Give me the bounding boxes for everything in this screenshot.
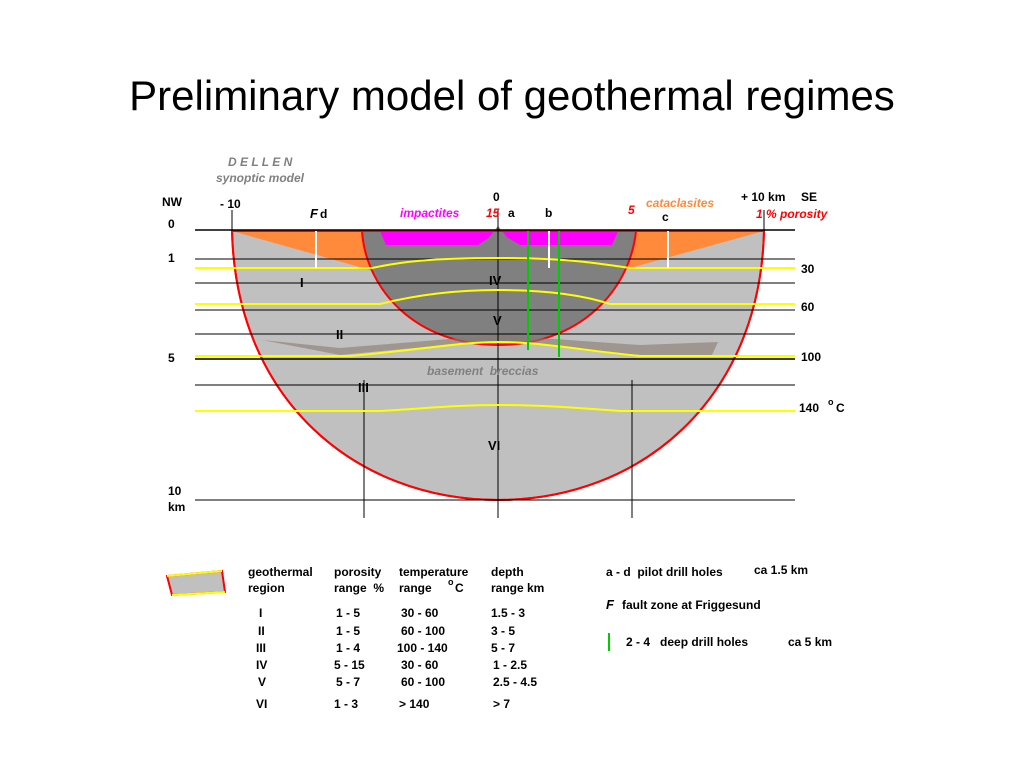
legend-row-3-porosity: 1 - 4 <box>336 641 360 655</box>
legend-notes: a - d pilot drill holes ca 1.5 km F faul… <box>606 563 832 651</box>
legend-headers: geothermal region porosity range % tempe… <box>248 565 544 595</box>
legend-table: I 1 - 5 30 - 60 1.5 - 3 II 1 - 5 60 - 10… <box>256 606 537 711</box>
deep-drill-holes <box>527 231 560 357</box>
legend-row-3-region: III <box>256 641 266 655</box>
note-fault-zone: fault zone at Friggesund <box>622 598 761 612</box>
legend-row-4-depth: 1 - 2.5 <box>493 658 527 672</box>
legend-row-5-porosity: 5 - 7 <box>336 675 360 689</box>
direction-nw: NW <box>162 195 183 209</box>
legend-row-6-region: VI <box>256 697 267 711</box>
legend-header-temperature-2: range <box>399 581 438 595</box>
legend-row-2-porosity: 1 - 5 <box>336 624 360 638</box>
legend-temp-unit: C <box>455 581 464 595</box>
impactites-label: impactites <box>400 206 460 220</box>
region-label-i: I <box>300 275 304 290</box>
note-pilot-depth: ca 1.5 km <box>754 563 808 577</box>
drill-hole-a-label: a <box>508 206 515 220</box>
legend-row-2-region: II <box>258 624 265 638</box>
depth-tick-5: 5 <box>168 351 175 365</box>
note-fault-letter: F <box>606 597 615 612</box>
pilot-drill-holes <box>315 231 669 268</box>
isotherm-140 <box>195 403 795 412</box>
legend-row-1-region: I <box>259 606 262 620</box>
basement-breccia-layer <box>262 335 718 355</box>
legend-row-1-temperature: 30 - 60 <box>401 606 439 620</box>
depth-tick-0: 0 <box>168 217 175 231</box>
legend-row-4-porosity: 5 - 15 <box>334 658 365 672</box>
fault-zone-label: F <box>310 206 319 221</box>
isotherm-unit: C <box>836 401 845 415</box>
note-deep-depth: ca 5 km <box>788 635 832 649</box>
legend-row-5-depth: 2.5 - 4.5 <box>493 675 537 689</box>
legend-row-4-region: IV <box>256 658 267 672</box>
region-label-iii: III <box>358 380 369 395</box>
legend-row-3-temperature: 100 - 140 <box>397 641 448 655</box>
isotherm-lines <box>195 256 795 412</box>
drill-hole-c-label: c <box>662 210 669 224</box>
porosity-5-label: 5 <box>628 203 635 217</box>
isotherm-30 <box>195 256 795 269</box>
legend-temp-unit-sup: o <box>448 577 454 587</box>
region-label-iv: IV <box>489 273 502 288</box>
legend-header-region-1: geothermal <box>248 565 313 579</box>
legend-header-porosity-2: range % <box>334 581 384 595</box>
legend-header-depth-1: depth <box>491 565 524 579</box>
note-pilot-holes: a - d pilot drill holes <box>606 565 723 579</box>
direction-se: SE <box>801 190 817 204</box>
region-label-ii: II <box>336 327 343 342</box>
isotherm-label-100: 100 <box>801 350 821 364</box>
legend-row-1-porosity: 1 - 5 <box>336 606 360 620</box>
depth-tick-1: 1 <box>168 251 175 265</box>
legend-header-porosity-1: porosity <box>334 565 382 579</box>
legend-header-temperature-1: temperature <box>399 565 469 579</box>
x-tick-minus10: - 10 <box>220 197 241 211</box>
cataclasites-label: cataclasites <box>646 196 714 210</box>
x-tick-0: 0 <box>493 190 500 204</box>
slide-title: Preliminary model of geothermal regimes <box>129 72 895 119</box>
region-label-v: V <box>493 313 502 328</box>
dellen-header: D E L L E N <box>228 155 293 169</box>
legend-row-6-temperature: > 140 <box>399 697 430 711</box>
legend-row-5-temperature: 60 - 100 <box>401 675 445 689</box>
legend-row-1-depth: 1.5 - 3 <box>491 606 525 620</box>
legend-row-3-depth: 5 - 7 <box>491 641 515 655</box>
porosity-15-label: 15 <box>486 206 500 220</box>
legend-header-depth-2: range km <box>491 581 544 595</box>
isotherm-100 <box>195 340 795 357</box>
porosity-1-label: 1 % porosity <box>756 207 829 221</box>
note-deep-holes: 2 - 4 deep drill holes <box>626 635 748 649</box>
isotherm-label-30: 30 <box>801 262 815 276</box>
region-label-vi: VI <box>488 438 500 453</box>
central-uplift <box>470 226 528 262</box>
legend-row-4-temperature: 30 - 60 <box>401 658 439 672</box>
isotherm-unit-sup: o <box>828 397 834 407</box>
x-tick-plus10: + 10 km <box>741 190 785 204</box>
legend-row-5-region: V <box>258 675 266 689</box>
depth-lines <box>195 229 795 501</box>
basement-breccias-label: basement breccias <box>427 364 539 378</box>
depth-unit-km: km <box>168 500 185 514</box>
legend-row-6-depth: > 7 <box>493 697 510 711</box>
drill-hole-d-label: d <box>320 207 327 221</box>
legend-swatch-isotherm <box>166 570 226 596</box>
legend-row-2-temperature: 60 - 100 <box>401 624 445 638</box>
legend-header-region-2: region <box>248 581 285 595</box>
isotherm-60 <box>195 288 795 305</box>
vertical-lines <box>231 210 765 518</box>
legend-row-6-porosity: 1 - 3 <box>334 697 358 711</box>
depth-tick-10: 10 <box>168 484 182 498</box>
isotherm-label-140: 140 <box>799 401 819 415</box>
isotherm-label-60: 60 <box>801 300 815 314</box>
legend-row-2-depth: 3 - 5 <box>491 624 515 638</box>
drill-hole-b-label: b <box>545 206 552 220</box>
synoptic-model-label: synoptic model <box>216 171 305 185</box>
